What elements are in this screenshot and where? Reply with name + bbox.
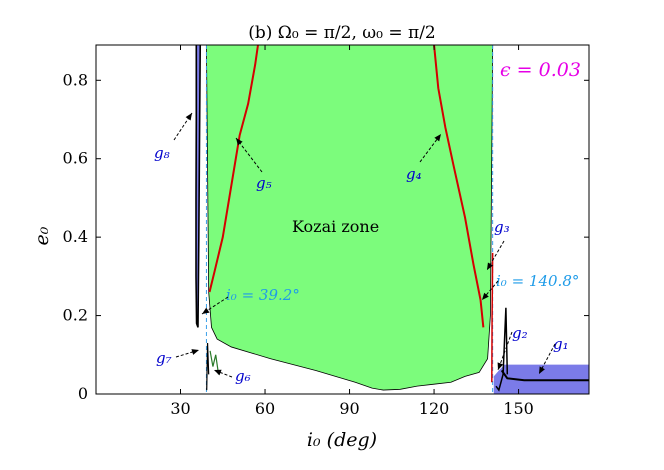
series-curve-1 — [433, 45, 485, 328]
series-curve-5 — [495, 307, 509, 392]
arrow-g3 — [486, 240, 505, 271]
curve-label-g7: g₇ — [156, 349, 172, 367]
arrow-g5 — [235, 137, 263, 173]
kozai-zone-area — [206, 45, 494, 391]
arrowhead-g5 — [236, 138, 243, 146]
critical-inclination-left-label: i₀ = 39.2° — [226, 286, 300, 304]
epsilon-label: ϵ = 0.03 — [500, 59, 581, 81]
x-axis-label: i₀ (deg) — [307, 429, 377, 451]
curve-label-g2: g₂ — [512, 324, 528, 342]
curve-label-g1: g₁ — [553, 335, 569, 353]
series-curve-7 — [209, 350, 220, 375]
series-curve-2 — [208, 45, 259, 293]
curve-label-g4: g₄ — [406, 165, 422, 183]
arrowhead-g8 — [185, 113, 192, 121]
arrow-g2 — [497, 331, 513, 371]
curve-label-g6: g₆ — [235, 367, 251, 385]
series-curve-8 — [206, 343, 210, 391]
kozai-zone-label: Kozai zone — [292, 217, 379, 236]
series-curve-4 — [500, 369, 589, 382]
x-tick-label: 90 — [339, 399, 359, 418]
arrowhead-g4 — [434, 134, 441, 142]
y-tick-label: 0.8 — [63, 70, 88, 89]
y-tick-label: 0 — [78, 384, 88, 403]
y-tick-label: 0.6 — [63, 149, 88, 168]
x-tick-label: 30 — [170, 399, 190, 418]
curve-label-g8: g₈ — [154, 144, 170, 162]
arrowhead-i0-right — [482, 292, 489, 300]
arrowhead-g7 — [191, 349, 199, 355]
y-tick-label: 0.4 — [63, 227, 88, 246]
arrowhead-g3 — [487, 262, 494, 270]
x-tick-label: 150 — [503, 399, 534, 418]
annotation-arrows — [173, 112, 556, 378]
series-curve-3 — [195, 45, 202, 328]
chart-title: (b) Ω₀ = π/2, ω₀ = π/2 — [248, 23, 435, 43]
series-curve-6 — [491, 252, 494, 383]
arrowhead-g1 — [539, 366, 545, 374]
x-tick-label: 120 — [419, 399, 450, 418]
arrow-g1 — [538, 343, 556, 375]
y-tick-label: 0.2 — [63, 306, 88, 325]
plot-frame — [95, 44, 590, 395]
y-axis-label: e₀ — [31, 226, 53, 245]
arrow-g4 — [419, 133, 442, 163]
curve-label-g5: g₅ — [256, 174, 272, 192]
arrowhead-g6 — [214, 369, 222, 376]
critical-inclination-right-label: i₀ = 140.8° — [496, 272, 579, 290]
curve-label-g3: g₃ — [494, 218, 510, 236]
x-tick-label: 60 — [255, 399, 275, 418]
arrowhead-g2 — [497, 362, 504, 370]
arrowhead-i0-left — [202, 307, 210, 314]
